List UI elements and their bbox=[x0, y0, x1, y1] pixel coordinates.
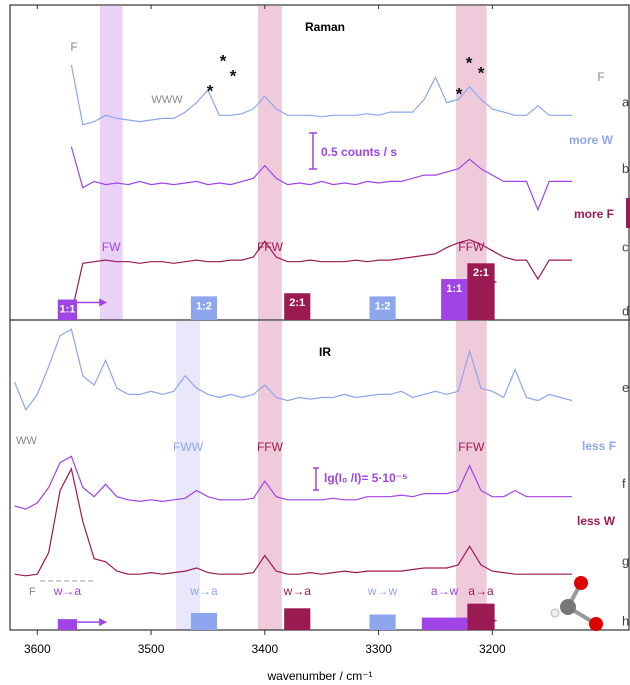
stick-label: 1:2 bbox=[375, 300, 391, 312]
figure: FWFFWFFWFWWFFWFFW Raman F F WWW * * * * … bbox=[0, 0, 630, 685]
stick-bar bbox=[58, 619, 77, 630]
stick-bar bbox=[284, 608, 310, 630]
trace-label: g bbox=[622, 554, 629, 569]
stick-label: 2:1 bbox=[289, 297, 305, 309]
stick-label: 1:1 bbox=[446, 283, 462, 295]
stick-label: 1:1 bbox=[59, 303, 75, 315]
stick-label: w→a bbox=[283, 584, 312, 598]
arrow-head bbox=[99, 618, 107, 626]
x-tick-label: 3600 bbox=[24, 642, 51, 656]
x-axis-title: wavenumber / cm⁻¹ bbox=[266, 669, 372, 683]
trace-label: f bbox=[622, 476, 626, 491]
trace-label: b bbox=[622, 161, 629, 176]
scale-bar bbox=[309, 133, 317, 169]
annotation: F bbox=[597, 70, 604, 84]
trace-label: d bbox=[622, 303, 629, 318]
stick-label: w→w bbox=[367, 584, 398, 598]
annotation: F bbox=[29, 586, 36, 598]
atom bbox=[560, 599, 576, 615]
trace-label: c bbox=[622, 240, 629, 255]
band-label: FFW bbox=[458, 440, 485, 454]
annotation: less W bbox=[577, 514, 616, 528]
panel-title: IR bbox=[319, 345, 331, 359]
x-tick-label: 3500 bbox=[138, 642, 165, 656]
atom bbox=[574, 576, 588, 590]
annotation: more W bbox=[569, 133, 614, 147]
x-tick-label: 3200 bbox=[479, 642, 506, 656]
molecule bbox=[551, 576, 603, 631]
atom bbox=[589, 617, 603, 631]
scale-label: lg(I₀ /I)= 5·10⁻⁵ bbox=[324, 471, 408, 485]
asterisk: * bbox=[230, 66, 237, 85]
trace bbox=[71, 65, 572, 125]
stick-bar bbox=[422, 618, 468, 630]
asterisk: * bbox=[220, 51, 227, 70]
asterisk: * bbox=[466, 53, 473, 72]
stick-label: w→a bbox=[189, 584, 218, 598]
trace-label: a bbox=[622, 95, 630, 110]
trace-label: e bbox=[622, 380, 629, 395]
asterisk: * bbox=[478, 63, 485, 82]
trace bbox=[71, 240, 572, 314]
stick-label: a→w bbox=[431, 584, 459, 598]
x-tick-label: 3400 bbox=[251, 642, 278, 656]
trace bbox=[15, 329, 572, 410]
scale-label: 0.5 counts / s bbox=[321, 145, 397, 159]
band-label: FW bbox=[102, 240, 121, 254]
stick-label: 2:1 bbox=[473, 267, 489, 279]
stick-bar bbox=[467, 604, 494, 630]
trace bbox=[15, 456, 572, 509]
stick-label: 1:2 bbox=[196, 300, 212, 312]
arrow-bar bbox=[626, 198, 630, 228]
annotation: F bbox=[70, 40, 77, 54]
asterisk: * bbox=[207, 81, 214, 100]
x-tick-label: 3300 bbox=[365, 642, 392, 656]
annotation: more F bbox=[574, 207, 614, 221]
stick-label: a→a bbox=[468, 584, 494, 598]
stick-label: w→a bbox=[53, 584, 82, 598]
annotation: less F bbox=[582, 439, 616, 453]
annotation: WWW bbox=[151, 94, 183, 106]
trace bbox=[15, 469, 572, 576]
band-label: FWW bbox=[173, 440, 204, 454]
annotation: WW bbox=[16, 435, 37, 447]
band bbox=[100, 6, 123, 320]
stick-bar bbox=[191, 613, 217, 630]
panel-title: Raman bbox=[305, 20, 345, 34]
asterisk: * bbox=[456, 84, 463, 103]
scale-bar bbox=[313, 468, 319, 490]
band-label: FFW bbox=[257, 440, 284, 454]
stick-bar bbox=[369, 615, 395, 631]
atom bbox=[551, 609, 559, 617]
band bbox=[258, 6, 282, 320]
trace-label: h bbox=[622, 613, 629, 628]
band bbox=[258, 321, 282, 630]
